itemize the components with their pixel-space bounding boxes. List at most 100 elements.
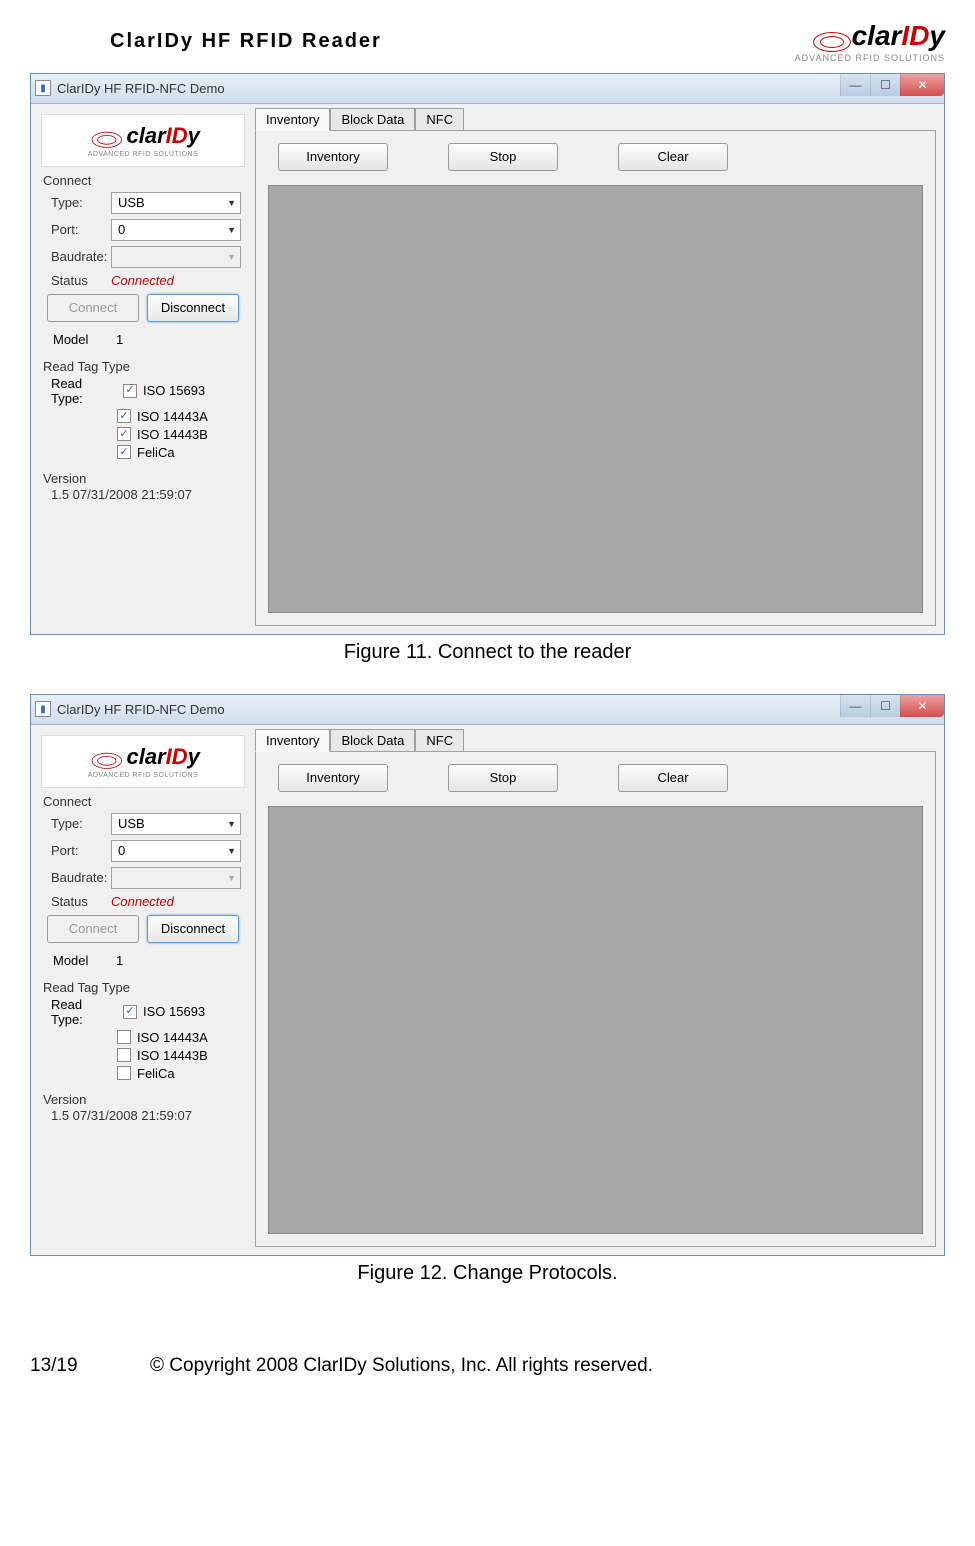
tab-inventory[interactable]: Inventory [255, 108, 330, 131]
window-controls: — ☐ ✕ [840, 74, 944, 96]
baudrate-combo: ▼ [111, 867, 241, 889]
logo-text: clarIDy [852, 20, 945, 51]
data-area [268, 185, 923, 613]
screenshot-2: ▮ ClarIDy HF RFID-NFC Demo — ☐ ✕ clarIDy… [30, 694, 945, 1256]
page-header: ClarIDy HF RFID Reader clarIDy ADVANCED … [30, 20, 945, 63]
tab-inventory[interactable]: Inventory [255, 729, 330, 752]
data-area [268, 806, 923, 1234]
version-group-title: Version [43, 471, 86, 486]
tab-bar: Inventory Block Data NFC [255, 727, 936, 751]
maximize-button[interactable]: ☐ [870, 695, 900, 717]
right-panel: Inventory Block Data NFC Inventory Stop … [253, 106, 942, 632]
port-value: 0 [118, 843, 125, 858]
tab-nfc[interactable]: NFC [415, 729, 464, 751]
tab-nfc[interactable]: NFC [415, 108, 464, 130]
tab-content: Inventory Stop Clear [255, 130, 936, 626]
version-group: Version 1.5 07/31/2008 21:59:07 [41, 475, 245, 510]
port-label: Port: [45, 843, 111, 858]
connect-group: Connect Type: USB ▼ Port: 0 ▼ Bau [41, 798, 245, 978]
left-panel: clarIDy ADVANCED RFID SOLUTIONS Connect … [33, 106, 253, 632]
inventory-button[interactable]: Inventory [278, 143, 388, 171]
window-titlebar: ▮ ClarIDy HF RFID-NFC Demo — ☐ ✕ [31, 74, 944, 104]
inventory-button[interactable]: Inventory [278, 764, 388, 792]
stop-button[interactable]: Stop [448, 764, 558, 792]
readtag-group-title: Read Tag Type [43, 359, 130, 374]
type-combo[interactable]: USB ▼ [111, 813, 241, 835]
readtype-label: Read Type: [45, 997, 117, 1027]
checkbox-iso14443b[interactable]: ✓ [117, 427, 131, 441]
header-logo: clarIDy ADVANCED RFID SOLUTIONS [795, 20, 945, 63]
status-value: Connected [111, 273, 174, 288]
tab-content: Inventory Stop Clear [255, 751, 936, 1247]
checkbox-iso15693[interactable]: ✓ [123, 384, 137, 398]
page-footer: 13/19 © Copyright 2008 ClarIDy Solutions… [30, 1355, 945, 1377]
type-value: USB [118, 195, 145, 210]
panel-logo: clarIDy ADVANCED RFID SOLUTIONS [41, 114, 245, 167]
minimize-button[interactable]: — [840, 695, 870, 717]
status-label: Status [45, 894, 111, 909]
type-label: Type: [45, 816, 111, 831]
readtype-label: Read Type: [45, 376, 117, 406]
port-label: Port: [45, 222, 111, 237]
model-row: Model 1 [45, 328, 241, 351]
checkbox-iso14443a[interactable]: ✓ [117, 409, 131, 423]
connect-group-title: Connect [43, 794, 91, 809]
chevron-down-icon: ▼ [227, 873, 236, 883]
checkbox-iso14443b[interactable] [117, 1048, 131, 1062]
type-value: USB [118, 816, 145, 831]
baudrate-combo: ▼ [111, 246, 241, 268]
readtag-group: Read Tag Type Read Type: ✓ ISO 15693 ISO… [41, 984, 245, 1090]
logo-target-icon [811, 29, 851, 53]
document-title: ClarIDy HF RFID Reader [110, 30, 382, 53]
window-title: ClarIDy HF RFID-NFC Demo [57, 702, 225, 717]
chevron-down-icon: ▼ [227, 846, 236, 856]
checkbox-label: ISO 14443B [137, 427, 208, 442]
checkbox-label: ISO 14443A [137, 409, 208, 424]
chevron-down-icon: ▼ [227, 225, 236, 235]
connect-button: Connect [47, 915, 139, 943]
page-number: 13/19 [30, 1355, 150, 1377]
port-combo[interactable]: 0 ▼ [111, 840, 241, 862]
right-panel: Inventory Block Data NFC Inventory Stop … [253, 727, 942, 1253]
connect-group-title: Connect [43, 173, 91, 188]
type-label: Type: [45, 195, 111, 210]
minimize-button[interactable]: — [840, 74, 870, 96]
clear-button[interactable]: Clear [618, 764, 728, 792]
checkbox-felica[interactable]: ✓ [117, 445, 131, 459]
version-text: 1.5 07/31/2008 21:59:07 [45, 485, 241, 504]
checkbox-label: ISO 14443B [137, 1048, 208, 1063]
window-titlebar: ▮ ClarIDy HF RFID-NFC Demo — ☐ ✕ [31, 695, 944, 725]
copyright-text: © Copyright 2008 ClarIDy Solutions, Inc.… [150, 1355, 653, 1377]
model-row: Model 1 [45, 949, 241, 972]
close-button[interactable]: ✕ [900, 695, 944, 717]
checkbox-felica[interactable] [117, 1066, 131, 1080]
tab-blockdata[interactable]: Block Data [330, 108, 415, 130]
logo-subtitle: ADVANCED RFID SOLUTIONS [795, 53, 945, 63]
checkbox-label: FeliCa [137, 1066, 175, 1081]
connect-button: Connect [47, 294, 139, 322]
checkbox-iso14443a[interactable] [117, 1030, 131, 1044]
type-combo[interactable]: USB ▼ [111, 192, 241, 214]
model-label: Model [53, 953, 88, 968]
port-value: 0 [118, 222, 125, 237]
tab-bar: Inventory Block Data NFC [255, 106, 936, 130]
model-value: 1 [116, 332, 123, 347]
version-text: 1.5 07/31/2008 21:59:07 [45, 1106, 241, 1125]
maximize-button[interactable]: ☐ [870, 74, 900, 96]
close-button[interactable]: ✕ [900, 74, 944, 96]
logo-target-icon [90, 129, 122, 148]
figure-11-caption: Figure 11. Connect to the reader [30, 641, 945, 664]
disconnect-button[interactable]: Disconnect [147, 294, 239, 322]
readtag-group: Read Tag Type Read Type: ✓ ISO 15693 ✓ I… [41, 363, 245, 469]
panel-logo: clarIDy ADVANCED RFID SOLUTIONS [41, 735, 245, 788]
stop-button[interactable]: Stop [448, 143, 558, 171]
disconnect-button[interactable]: Disconnect [147, 915, 239, 943]
port-combo[interactable]: 0 ▼ [111, 219, 241, 241]
clear-button[interactable]: Clear [618, 143, 728, 171]
version-group: Version 1.5 07/31/2008 21:59:07 [41, 1096, 245, 1131]
checkbox-iso15693[interactable]: ✓ [123, 1005, 137, 1019]
connect-group: Connect Type: USB ▼ Port: 0 ▼ Bau [41, 177, 245, 357]
logo-target-icon [90, 750, 122, 769]
tab-blockdata[interactable]: Block Data [330, 729, 415, 751]
left-panel: clarIDy ADVANCED RFID SOLUTIONS Connect … [33, 727, 253, 1253]
